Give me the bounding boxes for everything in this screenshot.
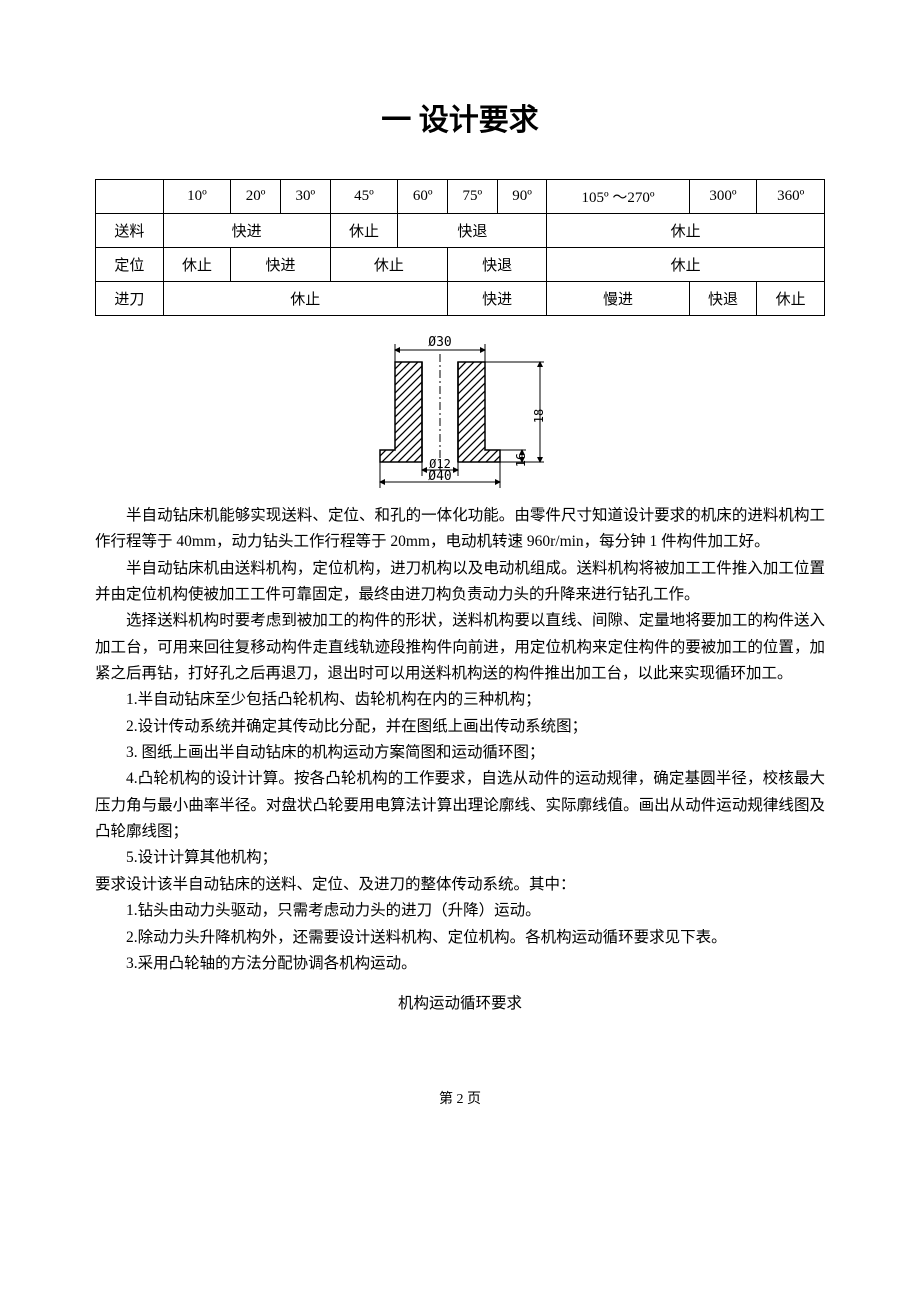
table-header-cell: 45º: [330, 180, 398, 214]
paragraph: 选择送料机构时要考虑到被加工的构件的形状，送料机构要以直线、间隙、定量地将要加工…: [95, 608, 825, 687]
list-item: 1.半自动钻床至少包括凸轮机构、齿轮机构在内的三种机构；: [95, 687, 825, 713]
list-item: 2.除动力头升降机构外，还需要设计送料机构、定位机构。各机构运动循环要求见下表。: [95, 925, 825, 951]
table-header-cell: 360º: [757, 180, 825, 214]
paragraph: 半自动钻床机由送料机构，定位机构，进刀机构以及电动机组成。送料机构将被加工工件推…: [95, 556, 825, 609]
list-item: 3.采用凸轮轴的方法分配协调各机构运动。: [95, 951, 825, 977]
table-cell: 快退: [398, 214, 547, 248]
table-cell: 休止: [757, 282, 825, 316]
page-footer: 第 2 页: [95, 1088, 825, 1108]
table-cell: 快进: [163, 214, 330, 248]
table-cell: 休止: [547, 214, 825, 248]
page-title: 一 设计要求: [95, 95, 825, 139]
list-item: 1.钻头由动力头驱动，只需考虑动力头的进刀（升降）运动。: [95, 898, 825, 924]
svg-text:18: 18: [532, 409, 546, 423]
table-cell: 休止: [330, 248, 447, 282]
paragraph: 半自动钻床机能够实现送料、定位、和孔的一体化功能。由零件尺寸知道设计要求的机床的…: [95, 503, 825, 556]
list-item: 5.设计计算其他机构；: [95, 845, 825, 871]
svg-text:Ø30: Ø30: [428, 335, 451, 350]
table-cell: 快退: [689, 282, 757, 316]
table-row-label: 进刀: [96, 282, 164, 316]
table-header-cell: 75º: [447, 180, 497, 214]
paragraph: 要求设计该半自动钻床的送料、定位、及进刀的整体传动系统。其中：: [95, 872, 825, 898]
timing-table: 10º20º30º45º60º75º90º105º ～270º300º360º …: [95, 179, 825, 316]
table-cell: 休止: [547, 248, 825, 282]
part-diagram: Ø30Ø12Ø401618: [95, 322, 825, 497]
list-item: 3. 图纸上画出半自动钻床的机构运动方案简图和运动循环图；: [95, 740, 825, 766]
table-cell: 快进: [231, 248, 330, 282]
svg-text:Ø40: Ø40: [428, 469, 451, 484]
table-header-cell: [96, 180, 164, 214]
table-cell: 快进: [447, 282, 546, 316]
list-item: 4.凸轮机构的设计计算。按各凸轮机构的工作要求，自选从动件的运动规律，确定基圆半…: [95, 766, 825, 845]
table-cell: 快退: [447, 248, 546, 282]
svg-text:16: 16: [514, 453, 528, 467]
table-header-cell: 60º: [398, 180, 448, 214]
table-header-cell: 30º: [280, 180, 330, 214]
table-header-cell: 20º: [231, 180, 281, 214]
table-header-cell: 10º: [163, 180, 231, 214]
table-row-label: 定位: [96, 248, 164, 282]
subsection-title: 机构运动循环要求: [95, 991, 825, 1017]
table-row-label: 送料: [96, 214, 164, 248]
table-header-cell: 300º: [689, 180, 757, 214]
table-cell: 休止: [163, 282, 447, 316]
body-text: 半自动钻床机能够实现送料、定位、和孔的一体化功能。由零件尺寸知道设计要求的机床的…: [95, 503, 825, 1018]
list-item: 2.设计传动系统并确定其传动比分配，并在图纸上画出传动系统图；: [95, 714, 825, 740]
table-cell: 慢进: [547, 282, 689, 316]
table-header-cell: 105º ～270º: [547, 180, 689, 214]
table-header-cell: 90º: [497, 180, 547, 214]
table-cell: 休止: [330, 214, 398, 248]
table-cell: 休止: [163, 248, 231, 282]
